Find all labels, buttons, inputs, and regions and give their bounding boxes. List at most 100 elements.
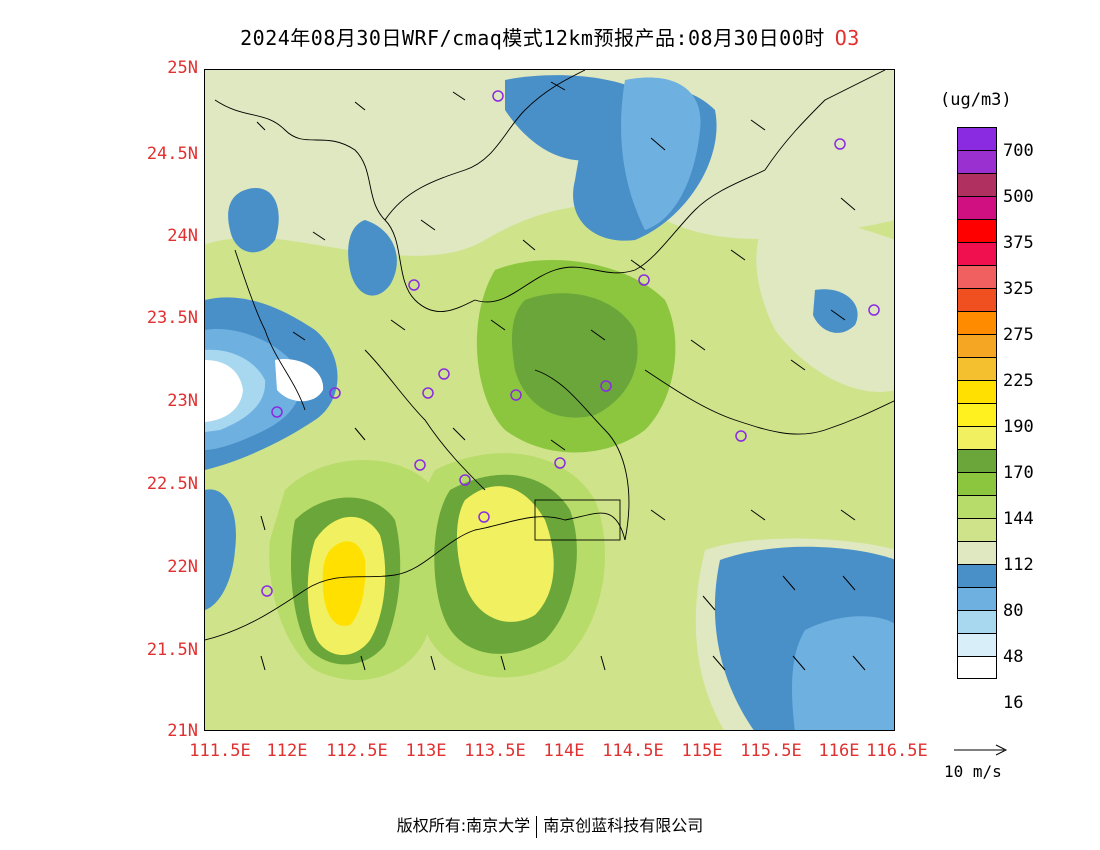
colorbar-segment bbox=[957, 173, 997, 196]
xtick-111-5e: 111.5E bbox=[189, 741, 251, 761]
wind-arrow bbox=[260, 655, 266, 671]
legend-label-16: 16 bbox=[1003, 693, 1024, 713]
legend-label-275: 275 bbox=[1003, 325, 1034, 345]
coastline bbox=[205, 512, 626, 641]
ytick-21n: 21N bbox=[167, 721, 198, 741]
colorbar-segment bbox=[957, 564, 997, 587]
wind-arrow bbox=[452, 427, 466, 441]
wind-arrow bbox=[792, 655, 806, 671]
xtick-113e: 113E bbox=[405, 741, 447, 761]
colorbar-segment bbox=[957, 449, 997, 472]
vector-reference-arrow bbox=[954, 744, 1008, 756]
colorbar-segment bbox=[957, 518, 997, 541]
wind-arrow bbox=[490, 319, 506, 331]
station-marker bbox=[422, 387, 434, 399]
wind-arrow bbox=[630, 259, 646, 271]
footer-separator bbox=[536, 815, 538, 838]
wind-arrow bbox=[354, 427, 366, 441]
colorbar-segment bbox=[957, 265, 997, 288]
colorbar-segment bbox=[957, 357, 997, 380]
colorbar-segment bbox=[957, 219, 997, 242]
boundary-5 bbox=[534, 369, 630, 541]
wind-arrow bbox=[702, 595, 716, 611]
station-marker bbox=[438, 368, 450, 380]
colorbar-segment bbox=[957, 380, 997, 403]
wind-arrow bbox=[256, 121, 266, 131]
field-darkgreen-center bbox=[512, 293, 638, 418]
wind-arrow bbox=[360, 655, 366, 671]
wind-vectors bbox=[256, 81, 866, 671]
wind-arrow bbox=[430, 655, 436, 671]
ytick-23-5n: 23.5N bbox=[146, 308, 198, 328]
station-marker bbox=[459, 474, 471, 486]
station-markers bbox=[261, 90, 880, 597]
footer-copyright: 版权所有:南京大学 bbox=[396, 816, 531, 835]
field-blue-nw bbox=[228, 188, 279, 253]
map-title: 2024年08月30日WRF/cmaq模式12km预报产品:08月30日00时 O… bbox=[0, 22, 1100, 51]
wind-arrow bbox=[730, 249, 746, 261]
station-marker bbox=[834, 138, 846, 150]
ytick-21-5n: 21.5N bbox=[146, 640, 198, 660]
colorbar-segment bbox=[957, 587, 997, 610]
wind-arrow bbox=[420, 219, 436, 231]
boundary-6 bbox=[644, 369, 894, 435]
colorbar-segment bbox=[957, 495, 997, 518]
xtick-115e: 115E bbox=[681, 741, 723, 761]
colorbar-segment bbox=[957, 472, 997, 495]
wind-arrow bbox=[842, 575, 856, 591]
colorbar-segment bbox=[957, 403, 997, 426]
field-white-west2 bbox=[275, 359, 324, 402]
station-marker bbox=[329, 387, 341, 399]
colorbar-segment bbox=[957, 610, 997, 633]
wind-arrow bbox=[550, 439, 566, 451]
legend-label-48: 48 bbox=[1003, 647, 1024, 667]
boundary-4 bbox=[364, 349, 486, 491]
wind-arrow bbox=[354, 101, 366, 111]
station-marker bbox=[414, 459, 426, 471]
colorbar-segment bbox=[957, 150, 997, 173]
legend-units: (ug/m3) bbox=[940, 90, 1012, 110]
wind-arrow bbox=[830, 309, 846, 321]
xtick-116-5e: 116.5E bbox=[866, 741, 928, 761]
boundaries bbox=[205, 70, 894, 641]
wind-arrow bbox=[600, 655, 606, 671]
wind-arrow bbox=[840, 197, 856, 211]
colorbar-segment bbox=[957, 311, 997, 334]
station-marker bbox=[510, 389, 522, 401]
colorbar-segment bbox=[957, 127, 997, 150]
xtick-112e: 112E bbox=[266, 741, 308, 761]
xtick-113-5e: 113.5E bbox=[464, 741, 526, 761]
wind-arrow bbox=[790, 359, 806, 371]
field-pale-2 bbox=[335, 77, 527, 223]
xtick-114e: 114E bbox=[543, 741, 585, 761]
wind-arrow bbox=[840, 509, 856, 521]
ytick-24n: 24N bbox=[167, 226, 198, 246]
xtick-112-5e: 112.5E bbox=[326, 741, 388, 761]
wind-arrow bbox=[712, 655, 726, 671]
legend-label-375: 375 bbox=[1003, 233, 1034, 253]
station-marker bbox=[478, 511, 490, 523]
station-marker bbox=[600, 380, 612, 392]
colorbar-segment bbox=[957, 242, 997, 265]
legend-label-80: 80 bbox=[1003, 601, 1024, 621]
legend-label-225: 225 bbox=[1003, 371, 1034, 391]
station-marker bbox=[868, 304, 880, 316]
ozone-map bbox=[204, 69, 895, 731]
colorbar-segment bbox=[957, 656, 997, 679]
field-white-west bbox=[205, 360, 243, 422]
station-marker bbox=[261, 585, 273, 597]
boundary-8 bbox=[234, 249, 306, 411]
station-marker bbox=[408, 279, 420, 291]
title-main: 2024年08月30日WRF/cmaq模式12km预报产品:08月30日00时 bbox=[240, 26, 825, 50]
footer-company: 南京创蓝科技有限公司 bbox=[543, 816, 704, 835]
wind-arrow bbox=[550, 81, 566, 91]
ytick-23n: 23N bbox=[167, 391, 198, 411]
wind-arrow bbox=[590, 329, 606, 341]
footer: 版权所有:南京大学 南京创蓝科技有限公司 bbox=[0, 812, 1100, 838]
wind-arrow bbox=[852, 655, 866, 671]
boundary-7 bbox=[764, 70, 886, 171]
ytick-24-5n: 24.5N bbox=[146, 144, 198, 164]
wind-arrow bbox=[782, 575, 796, 591]
ozone-map-svg bbox=[205, 70, 894, 730]
legend-label-144: 144 bbox=[1003, 509, 1034, 529]
